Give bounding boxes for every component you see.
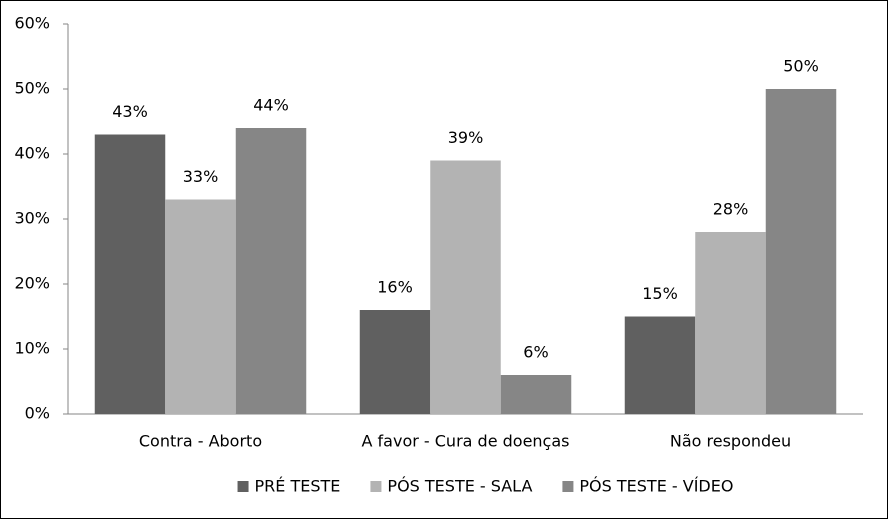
legend-swatch: [562, 481, 574, 492]
legend-label: PRÉ TESTE: [255, 477, 341, 496]
x-tick-label: Contra - Aborto: [139, 432, 262, 451]
bar: [695, 232, 766, 414]
y-tick-label: 40%: [14, 144, 50, 163]
bar: [359, 310, 431, 414]
x-tick-label: A favor - Cura de doenças: [362, 432, 570, 451]
value-label: 15%: [642, 284, 678, 303]
value-label: 43%: [112, 102, 148, 121]
bar: [235, 128, 307, 414]
y-tick-label: 0%: [25, 404, 50, 423]
bar: [765, 89, 837, 414]
legend-swatch: [237, 481, 249, 492]
y-tick-label: 30%: [14, 209, 50, 228]
bar: [624, 316, 696, 414]
bar: [94, 134, 166, 414]
bar: [165, 199, 236, 414]
y-tick-label: 10%: [14, 339, 50, 358]
value-label: 33%: [183, 167, 219, 186]
legend-swatch: [370, 481, 382, 492]
value-label: 39%: [448, 128, 484, 147]
value-label: 50%: [783, 57, 819, 76]
value-label: 28%: [713, 200, 749, 219]
value-label: 16%: [377, 278, 413, 297]
value-label: 6%: [523, 343, 548, 362]
bar: [430, 160, 501, 414]
legend-label: PÓS TESTE - SALA: [387, 477, 532, 496]
value-label: 44%: [253, 96, 289, 115]
y-tick-label: 50%: [14, 79, 50, 98]
bar: [500, 375, 572, 414]
y-tick-label: 60%: [14, 14, 50, 33]
x-tick-label: Não respondeu: [670, 432, 791, 451]
y-tick-label: 20%: [14, 274, 50, 293]
legend-label: PÓS TESTE - VÍDEO: [579, 477, 733, 496]
